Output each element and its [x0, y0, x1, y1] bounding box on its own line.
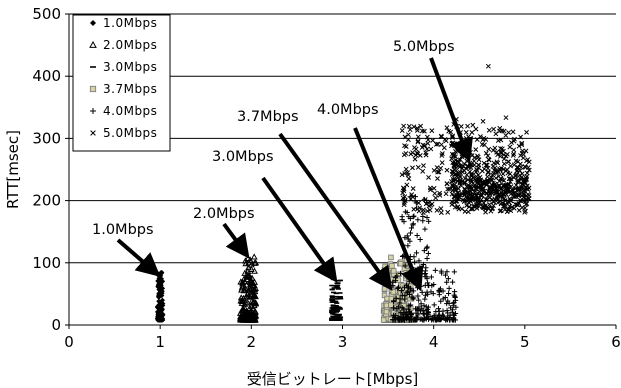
y-tick-label: 400 [32, 67, 61, 85]
y-axis-label: RTT[msec] [4, 130, 22, 209]
legend: 1.0Mbps 2.0Mbps 3.0Mbps 3.7Mbps 4.0Mbps 5.0Mb… [72, 14, 171, 152]
annotation-label: 3.0Mbps [212, 149, 274, 165]
legend-label: 5.0Mbps [103, 126, 157, 140]
legend-label: 2.0Mbps [103, 38, 157, 52]
legend-item: 1.0Mbps [90, 16, 157, 30]
annotation-arrow [353, 127, 424, 292]
tick-labels: 0 100 200 300 400 500 0 1 2 3 4 5 6 [32, 5, 620, 351]
series-5.0Mbps [399, 63, 532, 216]
legend-box [72, 14, 171, 152]
legend-item: 4.0Mbps [90, 104, 157, 118]
y-tick-label: 0 [51, 316, 61, 334]
legend-label: 3.7Mbps [103, 82, 157, 96]
annotation-arrow [116, 238, 161, 277]
legend-label: 1.0Mbps [103, 16, 157, 30]
annotation-arrow [261, 176, 338, 283]
annotation: 3.7Mbps [237, 109, 393, 291]
x-tick-label: 5 [520, 333, 530, 351]
annotation: 1.0Mbps [92, 222, 161, 277]
x-tick-label: 0 [64, 333, 74, 351]
annotation: 4.0Mbps [317, 102, 424, 292]
annotation: 5.0Mbps [393, 39, 473, 163]
annotation: 2.0Mbps [193, 206, 255, 259]
x-tick-label: 3 [338, 333, 348, 351]
annotation-label: 1.0Mbps [92, 222, 154, 238]
annotation-label: 5.0Mbps [393, 39, 455, 55]
legend-item: 3.7Mbps [89, 82, 157, 96]
x-tick-label: 4 [429, 333, 439, 351]
series-4.0Mbps [390, 194, 459, 323]
annotation: 3.0Mbps [212, 149, 338, 283]
axes [65, 13, 617, 329]
legend-item: 2.0Mbps [89, 38, 157, 52]
series-1.0Mbps [154, 269, 166, 323]
legend-item: 5.0Mbps [90, 126, 157, 140]
legend-item: 3.0Mbps [90, 60, 157, 74]
legend-label: 4.0Mbps [103, 104, 157, 118]
series-3.0Mbps [329, 277, 344, 321]
legend-label: 3.0Mbps [103, 60, 157, 74]
annotation-arrow [278, 132, 393, 291]
x-axis-label: 受信ビットレート[Mbps] [247, 370, 419, 388]
y-tick-label: 300 [32, 129, 61, 147]
y-tick-label: 500 [32, 5, 61, 23]
x-tick-label: 1 [155, 333, 165, 351]
annotation-label: 4.0Mbps [317, 102, 379, 118]
annotation-label: 3.7Mbps [237, 109, 299, 125]
y-tick-label: 200 [32, 192, 61, 210]
annotation-arrow [222, 222, 250, 259]
series-2.0Mbps [236, 253, 260, 323]
annotation-arrow [429, 57, 473, 163]
annotation-label: 2.0Mbps [193, 206, 255, 222]
x-tick-label: 2 [247, 333, 257, 351]
y-tick-label: 100 [32, 254, 61, 272]
annotations: 1.0Mbps 2.0Mbps 3.0Mbps 3.7Mbps 4.0Mbps 5.0Mb… [92, 39, 473, 292]
x-tick-label: 6 [611, 333, 621, 351]
